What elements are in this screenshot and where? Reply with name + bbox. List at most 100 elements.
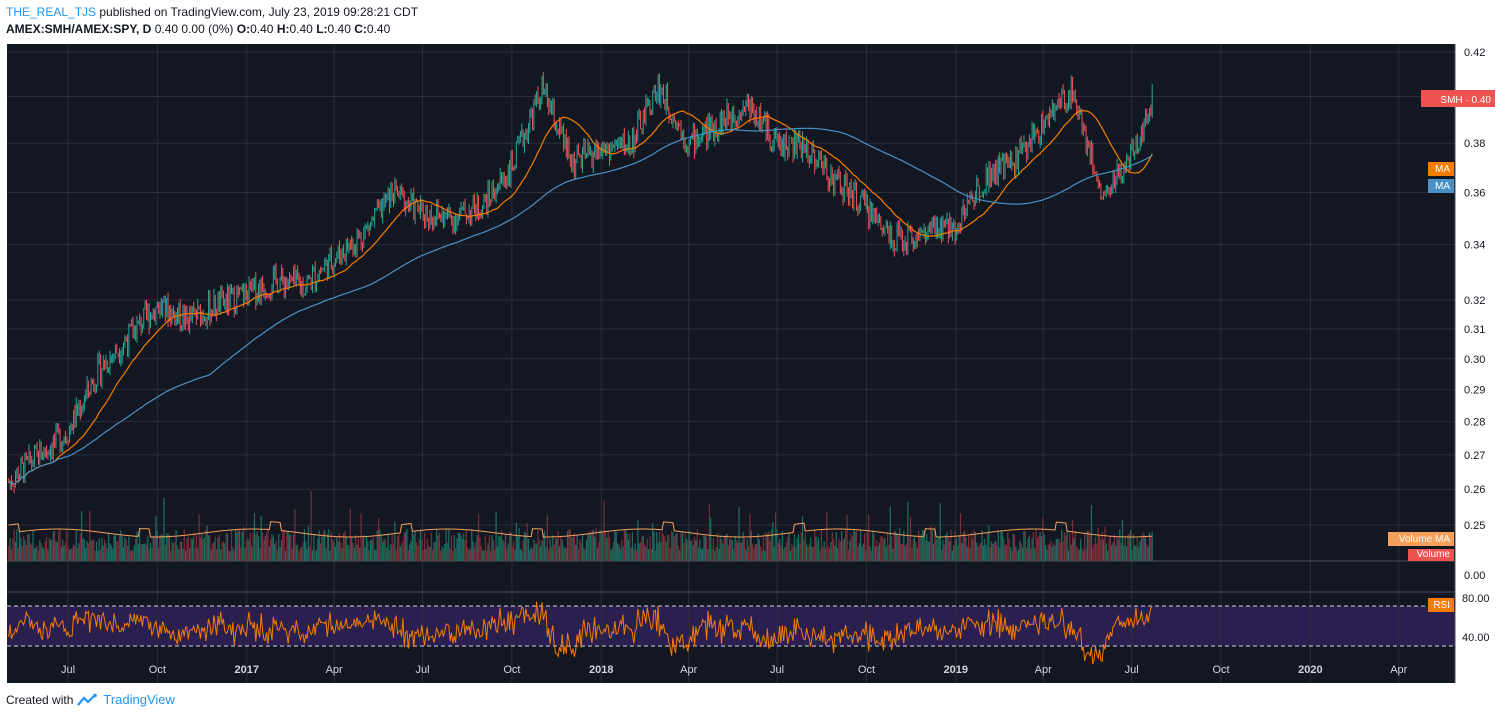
volume-bar	[1073, 537, 1075, 561]
volume-bar	[819, 550, 821, 561]
volume-bar	[247, 538, 249, 561]
volume-bar	[386, 547, 388, 561]
volume-bar	[654, 550, 656, 561]
volume-bar	[881, 536, 883, 561]
volume-bar	[633, 549, 635, 561]
volume-bar	[22, 536, 25, 561]
volume-bar	[198, 514, 200, 561]
volume-bar	[865, 549, 867, 561]
volume-bar	[74, 545, 76, 561]
volume-bar	[969, 548, 971, 561]
volume-bar	[211, 543, 214, 561]
volume-bar	[985, 544, 987, 561]
volume-bar	[751, 544, 754, 561]
volume-bar	[415, 542, 418, 561]
volume-bar	[542, 533, 544, 561]
volume-bar	[503, 541, 505, 561]
ma-slow-tag: MA	[1435, 181, 1450, 192]
tradingview-link[interactable]: TradingView	[103, 692, 175, 707]
x-tick-label: Jul	[1125, 664, 1139, 676]
volume-bar	[1051, 546, 1053, 561]
price-tick-label: 0.32	[1464, 295, 1485, 307]
volume-bar	[1009, 547, 1012, 561]
volume-bar	[101, 537, 103, 561]
author-link[interactable]: THE_REAL_TJS	[6, 5, 97, 19]
volume-bar	[178, 549, 180, 561]
volume-bar	[449, 548, 451, 561]
volume-bar	[581, 534, 584, 561]
volume-bar	[54, 530, 56, 561]
volume-bar	[445, 529, 447, 561]
volume-bar	[236, 532, 238, 561]
price-tick-label: 0.28	[1464, 417, 1485, 429]
volume-bar	[1107, 550, 1109, 561]
volume-bar	[908, 537, 910, 561]
volume-bar	[1023, 531, 1025, 561]
volume-bar	[1092, 548, 1094, 561]
volume-bar	[953, 545, 955, 561]
smh-price-tag-bg	[1421, 90, 1495, 107]
volume-bar	[631, 532, 634, 561]
volume-bar	[305, 541, 307, 561]
volume-bar	[417, 545, 419, 561]
volume-bar	[82, 538, 84, 561]
volume-bar	[697, 547, 700, 561]
volume-bar	[1120, 542, 1122, 561]
volume-bar	[355, 534, 357, 561]
volume-bar	[132, 550, 134, 561]
volume-bar	[935, 539, 937, 561]
volume-bar	[546, 515, 548, 561]
volume-bar	[963, 530, 966, 561]
volume-bar	[816, 540, 818, 561]
volume-bar	[1121, 519, 1124, 561]
volume-bar	[245, 540, 247, 561]
volume-bar	[20, 537, 22, 561]
smh-price-tag: SMH · 0.40	[1440, 95, 1491, 106]
volume-bar	[502, 540, 504, 561]
volume-bar	[851, 536, 854, 561]
volume-bar	[469, 548, 472, 561]
volume-bar	[577, 549, 580, 561]
volume-bar	[932, 544, 935, 561]
volume-bar	[747, 546, 750, 561]
volume-bar	[810, 537, 812, 561]
volume-bar	[500, 530, 503, 561]
volume-bar	[777, 542, 779, 561]
volume-bar	[522, 540, 524, 561]
volume-bar	[805, 544, 808, 561]
volume-bar	[287, 530, 289, 561]
volume-bar	[1116, 536, 1118, 561]
volume-bar	[978, 544, 980, 561]
volume-bar	[588, 530, 590, 561]
volume-bar	[945, 534, 947, 561]
volume-bar	[999, 547, 1001, 561]
volume-bar	[1007, 532, 1009, 561]
volume-bar	[629, 533, 631, 561]
volume-bar	[1105, 543, 1107, 561]
volume-bar	[665, 541, 667, 561]
volume-bar	[1017, 549, 1020, 561]
volume-bar	[14, 541, 17, 561]
volume-bar	[17, 547, 19, 561]
volume-bar	[873, 534, 875, 561]
volume-bar	[774, 512, 777, 561]
volume-bar	[357, 538, 359, 561]
volume-bar	[679, 550, 681, 561]
volume-bar	[1035, 529, 1037, 561]
volume-bar	[770, 529, 773, 561]
volume-bar	[252, 533, 254, 561]
volume-bar	[936, 538, 939, 561]
volume-bar	[87, 543, 89, 561]
volume-bar	[1032, 532, 1034, 561]
volume-bar	[413, 534, 415, 561]
volume-bar	[319, 543, 322, 561]
volume-bar	[306, 548, 308, 561]
volume-bar	[837, 548, 839, 561]
volume-bar	[862, 543, 864, 561]
volume-bar	[429, 547, 431, 561]
volume-bar	[1048, 544, 1051, 561]
volume-bar	[797, 534, 800, 561]
volume-bar	[554, 538, 557, 561]
volume-bar	[317, 538, 319, 561]
